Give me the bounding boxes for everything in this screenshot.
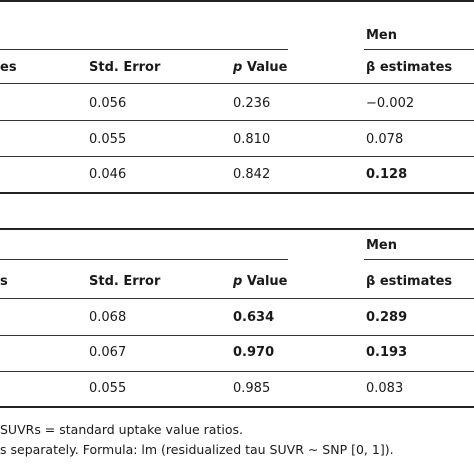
table1-header-p-italic: p xyxy=(233,60,243,75)
table1-row2-beta: 0.078 xyxy=(366,132,404,147)
table1-group-label: Men xyxy=(366,28,398,43)
table2-row1-stderr: 0.068 xyxy=(89,310,127,325)
table2-group-underline-men xyxy=(364,259,474,260)
table1-header-partial: es xyxy=(0,60,17,75)
table1-group-underline xyxy=(0,49,288,50)
table2-row1-p: 0.634 xyxy=(233,310,275,325)
table1-row1-beta: −0.002 xyxy=(366,96,415,111)
table2-row2-stderr: 0.067 xyxy=(89,345,127,360)
table2-header-pvalue: p Value xyxy=(233,274,288,289)
table1-bottom-rule xyxy=(0,192,474,194)
table2-row1-rule xyxy=(0,335,474,336)
table2-header-stderr: Std. Error xyxy=(89,274,161,289)
table1-header-stderr: Std. Error xyxy=(89,60,161,75)
table1-row3-p: 0.842 xyxy=(233,167,271,182)
table2-header-p-rest: Value xyxy=(242,274,288,289)
table1-row3-stderr: 0.046 xyxy=(89,167,127,182)
table2-header-p-italic: p xyxy=(233,274,243,289)
table1-group-underline-men xyxy=(364,49,474,50)
table2-top-rule xyxy=(0,228,474,230)
table1-row1-stderr: 0.056 xyxy=(89,96,127,111)
table1-header-rule xyxy=(0,83,474,84)
table2-row2-rule xyxy=(0,371,474,372)
table2-row2-p: 0.970 xyxy=(233,345,275,360)
table1-row1-p: 0.236 xyxy=(233,96,271,111)
footnote-line1: SUVRs = standard uptake value ratios. xyxy=(0,422,243,437)
table2-row3-stderr: 0.055 xyxy=(89,381,127,396)
table2-header-partial: s xyxy=(0,274,8,289)
table1-header-p-rest: Value xyxy=(242,60,288,75)
table2-group-underline xyxy=(0,259,288,260)
table1-row1-rule xyxy=(0,120,474,121)
table2-row2-beta: 0.193 xyxy=(366,345,408,360)
table1-header-beta: β estimates xyxy=(366,60,453,75)
table2-row1-beta: 0.289 xyxy=(366,310,408,325)
table1-row2-stderr: 0.055 xyxy=(89,132,127,147)
table2-group-label: Men xyxy=(366,238,398,253)
table2-row3-beta: 0.083 xyxy=(366,381,404,396)
table1-row2-p: 0.810 xyxy=(233,132,271,147)
table2-header-rule xyxy=(0,298,474,299)
table1-top-rule xyxy=(0,0,474,2)
table2-bottom-rule xyxy=(0,406,474,408)
table2-header-beta: β estimates xyxy=(366,274,453,289)
table1-row2-rule xyxy=(0,156,474,157)
footnote-line2: s separately. Formula: lm (residualized … xyxy=(0,442,394,457)
table1-row3-beta: 0.128 xyxy=(366,167,408,182)
table2-row3-p: 0.985 xyxy=(233,381,271,396)
table1-header-pvalue: p Value xyxy=(233,60,288,75)
